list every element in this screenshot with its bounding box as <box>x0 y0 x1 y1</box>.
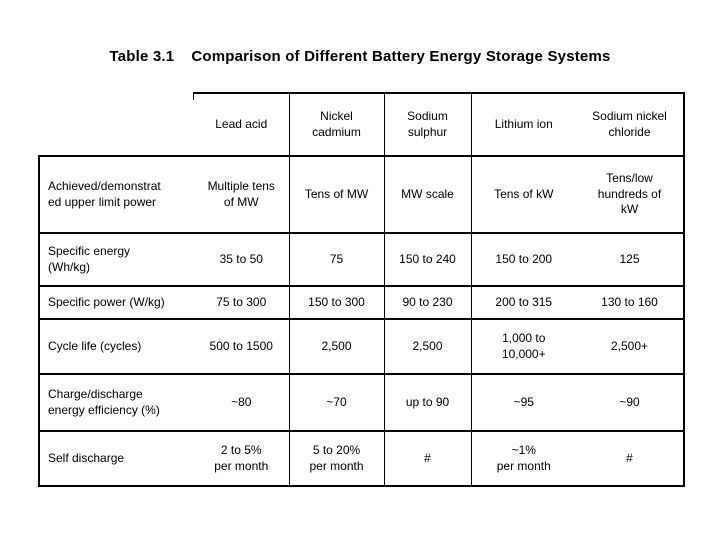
header-left-border-stub <box>193 92 194 100</box>
table-cell: 90 to 230 <box>383 286 471 320</box>
table-cell: 2,500 <box>383 319 471 375</box>
column-header-blank <box>39 93 194 156</box>
page-title: Table 3.1 Comparison of Different Batter… <box>0 48 720 65</box>
table-cell: up to 90 <box>383 374 471 432</box>
table-cell: ~70 <box>288 374 384 432</box>
table-cell: ~90 <box>576 374 685 432</box>
table-cell: ~95 <box>470 374 576 432</box>
row-label-specific-power: Specific power (W/kg) <box>38 286 194 320</box>
table-cell: Tens/low hundreds of kW <box>576 155 685 234</box>
table-cell: ~80 <box>194 374 289 432</box>
table-cell: # <box>383 431 471 487</box>
comparison-table-container: Lead acid Nickel cadmium Sodium sulphur … <box>38 92 685 487</box>
table-cell: 2,500 <box>288 319 384 375</box>
table-cell: Tens of kW <box>470 155 576 234</box>
table-title-text: Comparison of Different Battery Energy S… <box>191 48 611 65</box>
table-cell: 130 to 160 <box>576 286 685 320</box>
table-cell: Multiple tens of MW <box>194 155 289 234</box>
table-cell: 5 to 20% per month <box>288 431 384 487</box>
table-row-specific-energy: Specific energy (Wh/kg) 35 to 50 75 150 … <box>38 233 685 287</box>
table-cell: 150 to 300 <box>288 286 384 320</box>
table-cell: 1,000 to 10,000+ <box>470 319 576 375</box>
table-row-self-discharge: Self discharge 2 to 5% per month 5 to 20… <box>38 431 685 487</box>
battery-comparison-table: Lead acid Nickel cadmium Sodium sulphur … <box>38 92 685 487</box>
row-label-charge-discharge-efficiency: Charge/discharge energy efficiency (%) <box>38 374 194 432</box>
table-cell: ~1% per month <box>470 431 576 487</box>
row-label-self-discharge: Self discharge <box>38 431 194 487</box>
table-row-upper-limit-power: Achieved/demonstrat ed upper limit power… <box>38 155 685 234</box>
table-cell: 150 to 200 <box>470 233 576 287</box>
column-header-nickel-cadmium: Nickel cadmium <box>288 92 384 156</box>
table-cell: 500 to 1500 <box>194 319 289 375</box>
table-row-specific-power: Specific power (W/kg) 75 to 300 150 to 3… <box>38 286 685 320</box>
table-cell: 2,500+ <box>576 319 685 375</box>
table-cell: 125 <box>576 233 685 287</box>
column-header-sodium-nickel-chloride: Sodium nickel chloride <box>576 92 685 156</box>
table-row-charge-discharge-efficiency: Charge/discharge energy efficiency (%) ~… <box>38 374 685 432</box>
table-cell: Tens of MW <box>288 155 384 234</box>
table-row-cycle-life: Cycle life (cycles) 500 to 1500 2,500 2,… <box>38 319 685 375</box>
row-label-specific-energy: Specific energy (Wh/kg) <box>38 233 194 287</box>
table-cell: 75 <box>288 233 384 287</box>
table-cell: MW scale <box>383 155 471 234</box>
table-cell: 2 to 5% per month <box>194 431 289 487</box>
table-cell: 75 to 300 <box>194 286 289 320</box>
table-number: Table 3.1 <box>109 48 175 65</box>
table-cell: 35 to 50 <box>194 233 289 287</box>
column-header-lead-acid: Lead acid <box>194 92 289 156</box>
table-header: Lead acid Nickel cadmium Sodium sulphur … <box>39 92 685 156</box>
row-label-cycle-life: Cycle life (cycles) <box>38 319 194 375</box>
column-header-sodium-sulphur: Sodium sulphur <box>383 92 471 156</box>
header-row: Lead acid Nickel cadmium Sodium sulphur … <box>39 92 685 156</box>
table-body: Achieved/demonstrat ed upper limit power… <box>38 155 685 487</box>
table-cell: # <box>576 431 685 487</box>
table-cell: 200 to 315 <box>470 286 576 320</box>
row-label-upper-limit-power: Achieved/demonstrat ed upper limit power <box>38 155 194 234</box>
column-header-lithium-ion: Lithium ion <box>470 92 576 156</box>
table-cell: 150 to 240 <box>383 233 471 287</box>
